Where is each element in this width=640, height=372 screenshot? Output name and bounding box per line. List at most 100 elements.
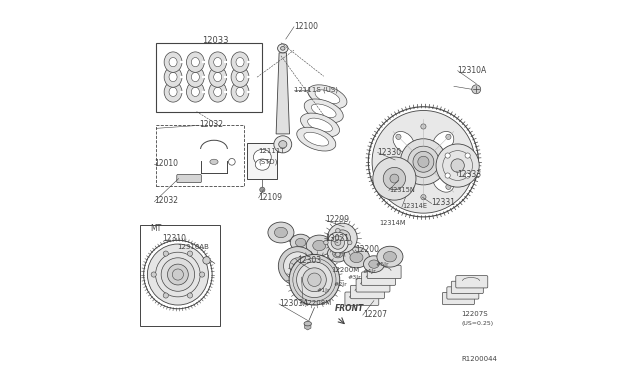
FancyBboxPatch shape <box>345 292 379 305</box>
Ellipse shape <box>278 141 287 148</box>
Ellipse shape <box>290 234 311 251</box>
Circle shape <box>278 247 317 285</box>
Ellipse shape <box>169 73 177 81</box>
Text: 12208M: 12208M <box>303 300 332 306</box>
Circle shape <box>147 244 209 305</box>
Circle shape <box>334 230 351 246</box>
Circle shape <box>446 134 451 140</box>
Ellipse shape <box>364 256 385 272</box>
Ellipse shape <box>369 260 379 268</box>
Circle shape <box>372 110 475 213</box>
Text: 12207: 12207 <box>363 310 387 319</box>
Ellipse shape <box>304 99 343 123</box>
Circle shape <box>383 167 406 190</box>
Ellipse shape <box>278 44 288 53</box>
FancyBboxPatch shape <box>451 281 483 294</box>
Circle shape <box>328 223 357 253</box>
Circle shape <box>188 251 193 256</box>
Text: 13021: 13021 <box>326 234 349 243</box>
Circle shape <box>331 236 344 249</box>
Ellipse shape <box>186 67 204 87</box>
Ellipse shape <box>164 67 182 87</box>
Circle shape <box>408 146 439 177</box>
Circle shape <box>451 159 465 172</box>
Text: 12330: 12330 <box>378 148 402 157</box>
Circle shape <box>373 157 416 200</box>
Circle shape <box>284 252 312 280</box>
Ellipse shape <box>186 52 204 72</box>
Ellipse shape <box>209 67 227 87</box>
Circle shape <box>335 240 341 246</box>
Circle shape <box>413 151 434 172</box>
Text: 12032: 12032 <box>199 120 223 129</box>
FancyBboxPatch shape <box>362 272 396 285</box>
FancyBboxPatch shape <box>456 276 488 288</box>
Ellipse shape <box>377 246 403 267</box>
Bar <box>248 143 277 179</box>
Ellipse shape <box>350 252 363 263</box>
Ellipse shape <box>214 87 221 96</box>
Text: 12303A: 12303A <box>279 299 308 308</box>
Circle shape <box>203 257 211 264</box>
Text: #4Jr: #4Jr <box>363 269 376 274</box>
Circle shape <box>161 258 195 291</box>
Ellipse shape <box>231 67 249 87</box>
Text: (STD): (STD) <box>259 158 278 165</box>
Circle shape <box>456 159 461 164</box>
Ellipse shape <box>275 227 287 238</box>
Circle shape <box>465 173 470 178</box>
Text: 12310AB: 12310AB <box>177 244 209 250</box>
Text: 12032: 12032 <box>154 196 179 205</box>
Text: 12200M: 12200M <box>331 267 360 273</box>
Ellipse shape <box>315 90 340 103</box>
Ellipse shape <box>210 159 218 164</box>
Text: 12333: 12333 <box>458 170 482 179</box>
Circle shape <box>296 262 332 298</box>
Ellipse shape <box>214 73 221 81</box>
FancyBboxPatch shape <box>447 287 479 299</box>
Ellipse shape <box>393 171 414 192</box>
Ellipse shape <box>214 58 221 67</box>
Circle shape <box>335 252 340 257</box>
Ellipse shape <box>393 131 414 153</box>
Bar <box>140 225 220 326</box>
Circle shape <box>401 139 447 185</box>
Ellipse shape <box>300 113 340 137</box>
Ellipse shape <box>169 58 177 67</box>
FancyBboxPatch shape <box>442 292 474 305</box>
Text: (US=0.25): (US=0.25) <box>461 321 493 326</box>
Circle shape <box>348 240 352 245</box>
Circle shape <box>390 174 399 183</box>
Circle shape <box>436 144 479 187</box>
Ellipse shape <box>253 149 271 165</box>
Text: 12310A: 12310A <box>458 66 487 75</box>
Ellipse shape <box>308 85 347 109</box>
Text: 12207S: 12207S <box>461 311 488 317</box>
Ellipse shape <box>209 81 227 102</box>
Text: R1200044: R1200044 <box>461 356 497 362</box>
Text: #5Jr: #5Jr <box>376 262 389 267</box>
Ellipse shape <box>209 52 227 72</box>
FancyBboxPatch shape <box>177 174 202 183</box>
Ellipse shape <box>311 104 336 118</box>
Text: FRONT: FRONT <box>335 304 364 313</box>
Text: 12314E: 12314E <box>402 203 427 209</box>
Circle shape <box>308 273 321 286</box>
Ellipse shape <box>231 81 249 102</box>
Ellipse shape <box>297 127 336 151</box>
Ellipse shape <box>333 250 343 258</box>
Ellipse shape <box>164 81 182 102</box>
Circle shape <box>260 187 265 192</box>
Circle shape <box>172 269 184 280</box>
Ellipse shape <box>313 240 326 251</box>
Bar <box>156 43 262 112</box>
Ellipse shape <box>274 136 292 153</box>
Ellipse shape <box>231 52 249 72</box>
Ellipse shape <box>304 321 312 326</box>
FancyBboxPatch shape <box>351 285 385 299</box>
Circle shape <box>303 268 326 292</box>
Ellipse shape <box>308 118 332 132</box>
Text: #3Jr: #3Jr <box>348 275 362 280</box>
Ellipse shape <box>280 46 285 50</box>
Text: #2Jr: #2Jr <box>333 282 347 287</box>
